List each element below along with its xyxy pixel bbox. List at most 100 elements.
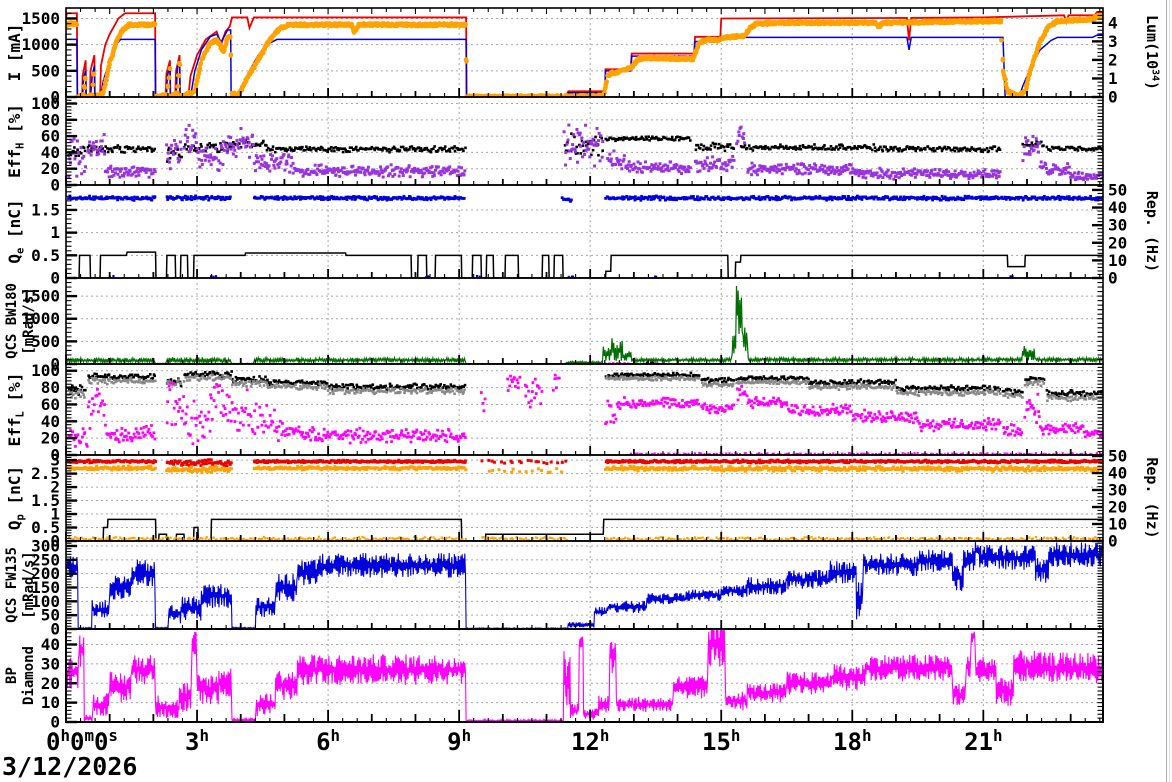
series-qcs-bw180-green xyxy=(66,285,1103,364)
panel-qe-charge xyxy=(65,184,1104,280)
axis-text: 250 xyxy=(31,550,60,569)
series-layer xyxy=(66,194,1103,278)
axis-text: 9h xyxy=(447,726,471,756)
panel-frame xyxy=(65,540,1104,630)
panel-eff-h xyxy=(65,96,1104,187)
axis-text: 500 xyxy=(31,332,60,351)
axis-text: 1.5 xyxy=(31,200,60,219)
axis-text: [mRad/s] xyxy=(21,287,37,354)
axis-text: 15h xyxy=(702,726,740,756)
series-layer xyxy=(66,542,1103,629)
axis-text: 20 xyxy=(1108,233,1127,252)
axis-text: 40 xyxy=(41,143,60,162)
axis-text: 0 xyxy=(50,88,60,107)
series-eff-l-zero-dots xyxy=(629,451,1103,455)
axis-text: Rep. (Hz) xyxy=(1143,191,1161,272)
series-qp-red xyxy=(66,458,1103,468)
axis-text: 2 xyxy=(50,478,60,497)
series-qp-red-sparse xyxy=(480,458,568,466)
series-layer xyxy=(67,123,1103,182)
axis-text: 60 xyxy=(41,395,60,414)
axis-text: 40 xyxy=(1108,198,1127,217)
axis-text: QCS BW180 xyxy=(4,283,20,359)
ticks xyxy=(65,542,1103,631)
axis-text: 40 xyxy=(41,635,60,654)
axis-text: 100 xyxy=(31,94,60,113)
axis-text: 1 xyxy=(50,505,60,524)
panel-frame xyxy=(65,277,1104,365)
axis-text: 4 xyxy=(1108,13,1118,32)
axis-text: QCS FW135 xyxy=(4,547,20,623)
panel-bp-diamond xyxy=(65,628,1104,724)
series-qcs-fw135-blue xyxy=(66,542,1103,629)
axis-text: 3h xyxy=(185,726,209,756)
axis-text: 0 xyxy=(50,620,60,639)
axis-text: 2.5 xyxy=(31,464,60,483)
axis-text: 6h xyxy=(316,726,340,756)
axis-text: EffL [%] xyxy=(5,373,27,447)
axis-text: 1500 xyxy=(21,287,60,306)
panel-qcs-fw135 xyxy=(65,540,1104,631)
gridlines xyxy=(66,455,1103,541)
series-layer xyxy=(66,285,1103,364)
gridlines xyxy=(66,541,1103,629)
axis-text: 200 xyxy=(31,564,60,583)
series-luminosity-orange xyxy=(66,12,1103,97)
axis-text: I [mA] xyxy=(5,24,24,82)
axis-text: 0 xyxy=(1108,269,1118,288)
axis-text: Diamond xyxy=(21,646,37,705)
axis-text: 1.5 xyxy=(31,491,60,510)
axis-text: 30 xyxy=(1108,481,1127,500)
axis-text: Rep. (Hz) xyxy=(1143,457,1161,538)
axis-text: 20 xyxy=(1108,498,1127,517)
series-eff-l-magenta xyxy=(67,373,1103,448)
axis-text: 60 xyxy=(41,127,60,146)
panel-qp-charge xyxy=(65,454,1104,543)
axis-text: 1 xyxy=(50,223,60,242)
axis-text: 50 xyxy=(41,606,60,625)
series-qp-orange-sparse xyxy=(487,467,564,474)
axis-text: 150 xyxy=(31,578,60,597)
axis-text: 0 xyxy=(1108,532,1118,551)
series-eff-l-gray xyxy=(67,373,1103,403)
axis-text: 50 xyxy=(1108,447,1127,466)
axis-text: Qp [nC] xyxy=(5,466,27,530)
ticks xyxy=(65,277,1103,366)
panel-qcs-bw180 xyxy=(65,277,1104,366)
axis-text: 0 xyxy=(50,713,60,732)
series-layer xyxy=(66,629,1103,722)
axis-text: 0 xyxy=(50,532,60,551)
axis-text: 0.5 xyxy=(31,518,60,537)
series-layer xyxy=(67,370,1103,455)
axis-text: 10 xyxy=(41,693,60,712)
axis-text: 1000 xyxy=(21,35,60,54)
axis-text: 20 xyxy=(41,429,60,448)
panel-eff-l xyxy=(65,363,1104,457)
axis-text: 0 xyxy=(50,446,60,465)
series-qp-orange xyxy=(67,464,1103,475)
axis-text: 100 xyxy=(31,592,60,611)
series-eff-h-purple xyxy=(67,123,1103,182)
axis-text: 12h xyxy=(571,726,609,756)
series-layer xyxy=(66,11,1103,97)
panel-beam-current-luminosity xyxy=(65,7,1104,99)
axis-text: 40 xyxy=(1108,464,1127,483)
ticks xyxy=(65,628,1103,724)
axis-text: [mRad/s] xyxy=(21,551,37,618)
axis-text: 10 xyxy=(1108,515,1127,534)
ticks xyxy=(65,7,1103,99)
axis-text: 0 xyxy=(50,176,60,195)
axis-text: 1000 xyxy=(21,309,60,328)
series-bw180-black-dots xyxy=(645,361,654,364)
axis-text: Lum(1034) xyxy=(1143,15,1161,90)
series-rep-rate-p-black xyxy=(66,518,1103,541)
axis-text: 21h xyxy=(964,726,1002,756)
axis-text: 80 xyxy=(41,378,60,397)
axis-text: 30 xyxy=(1108,216,1127,235)
axis-text: 80 xyxy=(41,110,60,129)
date-label: 3/12/2026 xyxy=(2,752,138,781)
axis-text: 1500 xyxy=(21,9,60,28)
axis-text: 0.5 xyxy=(31,246,60,265)
